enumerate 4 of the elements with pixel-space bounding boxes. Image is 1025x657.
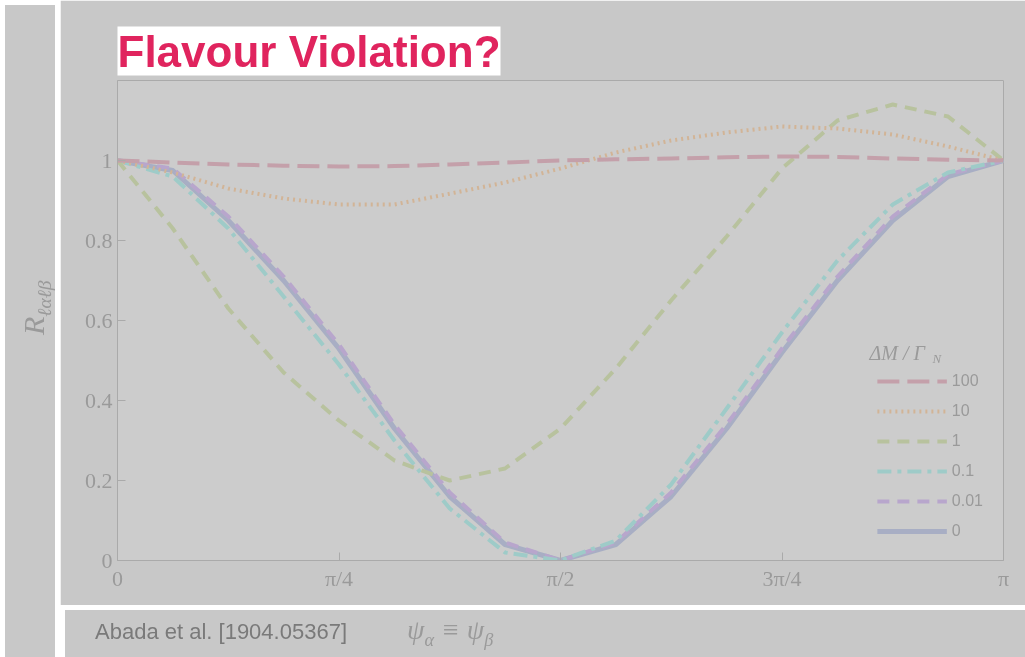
line-series bbox=[117, 154, 1004, 169]
chart-title: Flavour Violation? bbox=[117, 26, 501, 76]
line-series bbox=[117, 102, 1004, 483]
text: Abada et al. [1904.05367] bbox=[95, 618, 347, 646]
